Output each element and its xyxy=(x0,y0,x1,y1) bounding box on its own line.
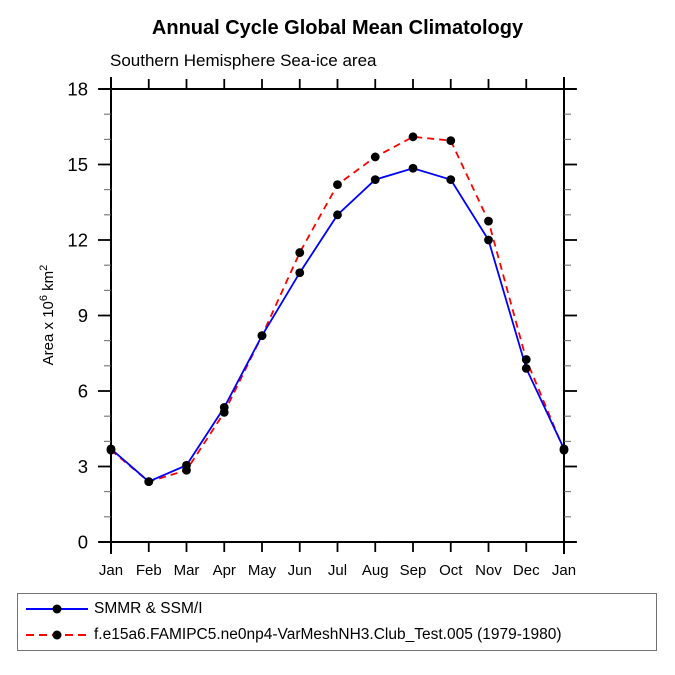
y-axis-title: Area x 106 km2 xyxy=(38,265,57,366)
data-point-marker-series-0 xyxy=(408,163,418,173)
data-point-marker-series-1 xyxy=(446,136,456,145)
x-tick-label: Jul xyxy=(328,562,347,579)
data-point-marker-series-1 xyxy=(182,465,191,475)
x-tick-label: Jan xyxy=(552,562,576,579)
x-tick-label: Oct xyxy=(439,562,463,579)
y-tick-label: 9 xyxy=(78,305,88,326)
x-tick-label: Nov xyxy=(475,562,502,579)
chart-subtitle: Southern Hemisphere Sea-ice area xyxy=(110,51,377,70)
data-point-marker-series-0 xyxy=(446,175,456,185)
x-tick-label: Mar xyxy=(174,562,200,579)
data-point-marker-series-1 xyxy=(521,355,531,364)
x-tick-label: Jan xyxy=(99,562,123,579)
data-point-marker-series-1 xyxy=(257,331,267,341)
legend-box: SMMR & SSM/I f.e15a6.FAMIPC5.ne0np4-VarM… xyxy=(17,593,657,651)
y-tick-label: 3 xyxy=(78,456,88,477)
data-point-marker-series-1 xyxy=(370,152,380,162)
data-point-marker-series-0 xyxy=(333,210,342,220)
data-point-marker-series-0 xyxy=(484,235,493,245)
y-tick-label: 12 xyxy=(67,230,88,251)
x-tick-label: Aug xyxy=(362,562,389,579)
data-point-marker-series-1 xyxy=(333,180,342,190)
y-tick-label: 6 xyxy=(78,381,88,402)
x-tick-label: May xyxy=(248,562,277,579)
x-tick-label: Jun xyxy=(288,562,312,579)
data-point-marker-series-1 xyxy=(484,216,493,226)
y-tick-label: 0 xyxy=(78,532,88,553)
x-tick-label: Apr xyxy=(213,562,236,579)
chart-title: Annual Cycle Global Mean Climatology xyxy=(151,17,524,39)
data-point-marker-series-0 xyxy=(295,268,305,278)
data-point-marker-series-1 xyxy=(144,477,154,486)
legend-label-observation: SMMR & SSM/I xyxy=(94,599,203,617)
data-point-marker-series-1 xyxy=(295,248,305,257)
x-tick-label: Feb xyxy=(136,562,162,579)
legend-dashed-line-icon xyxy=(26,630,88,640)
x-tick-label: Sep xyxy=(400,562,427,579)
y-tick-label: 18 xyxy=(67,79,88,100)
data-point-marker-series-1 xyxy=(559,445,569,455)
legend-item-model: f.e15a6.FAMIPC5.ne0np4-VarMeshNH3.Club_T… xyxy=(22,622,654,648)
data-point-marker-series-0 xyxy=(370,175,380,185)
legend-label-model: f.e15a6.FAMIPC5.ne0np4-VarMeshNH3.Club_T… xyxy=(94,626,562,644)
data-point-marker-series-1 xyxy=(219,407,229,417)
x-tick-label: Dec xyxy=(513,562,540,579)
legend-solid-line-icon xyxy=(26,604,88,614)
data-point-marker-series-1 xyxy=(106,445,116,455)
data-point-marker-series-0 xyxy=(521,363,531,373)
legend-item-observation: SMMR & SSM/I xyxy=(22,596,654,622)
data-point-marker-series-1 xyxy=(408,132,418,142)
y-tick-label: 15 xyxy=(67,154,88,175)
